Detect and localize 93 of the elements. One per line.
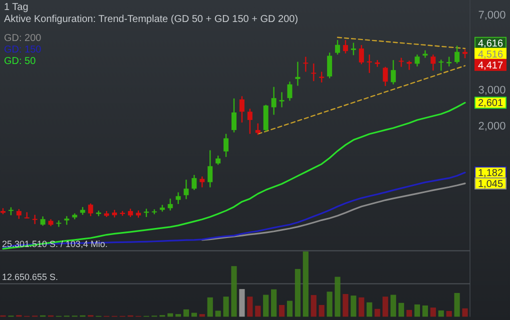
bar [438, 310, 444, 317]
candlestick [208, 150, 213, 188]
y-tick-label: 3,000 [478, 84, 506, 97]
candlestick [40, 216, 46, 226]
bar [271, 289, 277, 317]
bar [374, 308, 380, 317]
data-label: 2,601 [478, 98, 504, 110]
bar [223, 296, 229, 317]
candlestick [319, 71, 324, 84]
candlestick [64, 216, 70, 226]
bar [446, 310, 452, 317]
text: Aktive Konfiguration: Trend-Template (GD 50 + GD 150 + GD 200) [4, 14, 298, 25]
candlestick [216, 155, 221, 166]
data-label: 1,045 [478, 178, 504, 190]
candlestick [398, 57, 404, 68]
candlestick [168, 198, 173, 212]
bar [358, 297, 364, 317]
bar [326, 292, 332, 317]
candlestick [303, 56, 308, 72]
y-tick-label: 2,000 [478, 120, 506, 132]
candlestick [343, 39, 348, 54]
candlestick [279, 92, 284, 108]
candlestick [32, 214, 38, 225]
bar [422, 305, 428, 317]
candlestick [271, 86, 276, 116]
candlestick [454, 45, 460, 64]
text: GD: 50 [4, 56, 36, 67]
y-tick-label: 7,000 [478, 10, 506, 22]
text: 4,516 [478, 49, 504, 60]
bar [366, 302, 372, 317]
bar [454, 292, 460, 317]
candlestick [295, 61, 300, 86]
candlestick [438, 59, 444, 72]
candlestick [176, 192, 181, 205]
line-series [201, 182, 466, 241]
candlestick [200, 176, 205, 188]
candlestick [192, 174, 197, 191]
candlestick [390, 59, 396, 85]
candlestick [16, 208, 22, 220]
candlestick [414, 54, 420, 67]
bar [247, 296, 253, 317]
candlestick [56, 220, 62, 228]
line-series [2, 102, 466, 250]
bar [406, 310, 412, 317]
bar [350, 296, 356, 317]
chart-subtitle: 1 Tag [4, 2, 28, 13]
bar [207, 297, 213, 317]
candlestick [311, 62, 316, 82]
bar [294, 268, 301, 317]
bar [398, 302, 404, 317]
bar [342, 294, 348, 317]
data-label: 1,182 [478, 168, 504, 179]
candlestick [184, 179, 189, 200]
bar [310, 295, 316, 317]
text: 4,616 [478, 38, 504, 50]
candlestick [382, 66, 388, 87]
bar [318, 304, 324, 317]
line-series [2, 172, 466, 249]
bar [414, 304, 420, 317]
candlestick [335, 39, 340, 56]
candlestick [350, 42, 356, 56]
bar [263, 294, 269, 317]
bar [239, 289, 245, 317]
candlestick [446, 56, 452, 67]
bar [334, 276, 340, 317]
bar [278, 304, 285, 317]
text: GD: 150 [4, 44, 42, 56]
bar [462, 308, 468, 317]
bar [430, 308, 436, 317]
bar [231, 266, 237, 317]
bar [390, 294, 396, 317]
candlestick [366, 54, 372, 74]
bar [302, 252, 308, 317]
bar [286, 300, 293, 317]
candlestick [224, 133, 229, 158]
bar [175, 314, 182, 317]
bar [382, 296, 388, 317]
candlestick [232, 98, 236, 133]
candlestick [287, 81, 292, 102]
candlestick [358, 44, 364, 65]
bar [183, 309, 190, 317]
bar [255, 306, 261, 317]
bar [215, 310, 221, 317]
text: 4,417 [478, 60, 504, 72]
candlestick [239, 96, 244, 124]
bar [199, 314, 205, 317]
candlestick [327, 52, 332, 79]
candlestick [247, 108, 252, 134]
candlestick [430, 54, 436, 72]
candlestick [255, 122, 260, 136]
candlestick [88, 202, 94, 217]
ref-line-label: 12.650.655 S. [2, 272, 58, 282]
text: GD: 200 [4, 33, 42, 44]
